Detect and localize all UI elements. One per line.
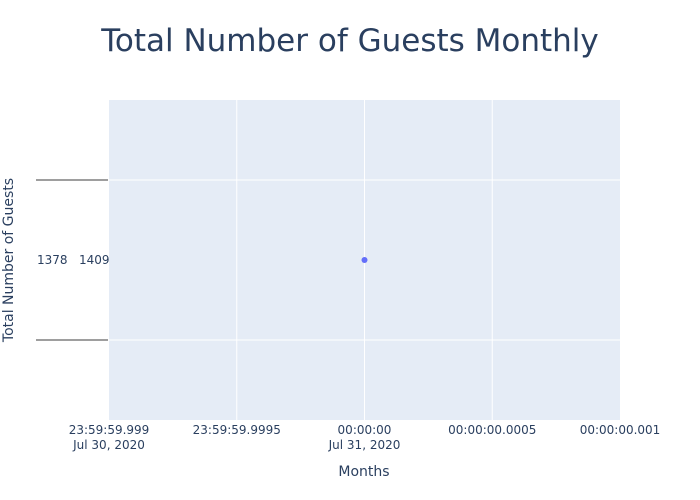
y-axis-title: Total Number of Guests xyxy=(1,178,17,343)
x-tick-label: 23:59:59.9995 xyxy=(193,423,281,437)
grid-layer xyxy=(109,100,620,420)
y-tick-lines xyxy=(36,179,108,341)
data-point xyxy=(361,257,368,263)
x-tick-sublabel: Jul 30, 2020 xyxy=(72,438,145,452)
chart-title: Total Number of Guests Monthly xyxy=(100,23,599,59)
y-tick-label: 1378 1409 xyxy=(37,253,110,267)
x-tick-label: 00:00:00 xyxy=(338,423,392,437)
x-tick-label: 00:00:00.001 xyxy=(580,423,661,437)
points-layer xyxy=(361,257,368,263)
x-tick-label: 00:00:00.0005 xyxy=(448,423,536,437)
x-axis-title: Months xyxy=(338,464,389,480)
x-tick-sublabel: Jul 31, 2020 xyxy=(328,438,401,452)
x-tick-label: 23:59:59.999 xyxy=(69,423,150,437)
